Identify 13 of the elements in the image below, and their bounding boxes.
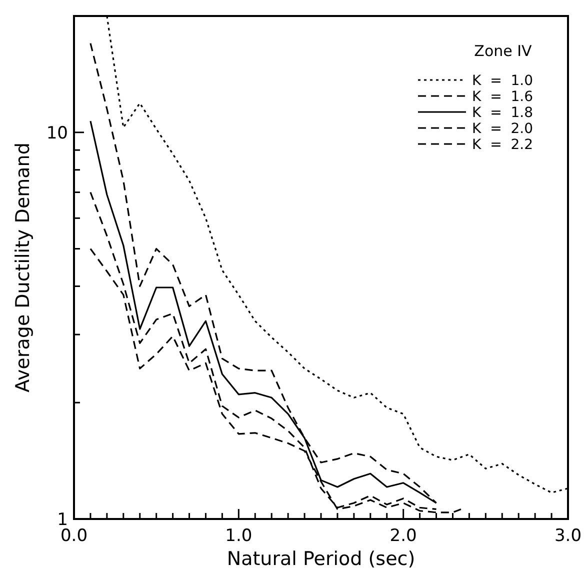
x-tick-label: 0.0 — [60, 526, 88, 546]
legend-label: K = 1.8 — [472, 105, 533, 121]
x-axis-title: Natural Period (sec) — [226, 548, 416, 570]
y-axis-title: Average Ductility Demand — [12, 142, 34, 392]
legend-title: Zone IV — [474, 42, 533, 60]
x-tick-label: 2.0 — [390, 526, 417, 546]
legend-label: K = 2.2 — [472, 137, 533, 153]
y-tick-label: 10 — [46, 123, 68, 144]
legend-label: K = 1.6 — [472, 89, 534, 105]
legend-label: K = 2.0 — [472, 121, 533, 137]
x-tick-label: 1.0 — [225, 526, 252, 546]
legend-label: K = 1.0 — [472, 73, 533, 89]
x-tick-label: 3.0 — [554, 526, 582, 546]
